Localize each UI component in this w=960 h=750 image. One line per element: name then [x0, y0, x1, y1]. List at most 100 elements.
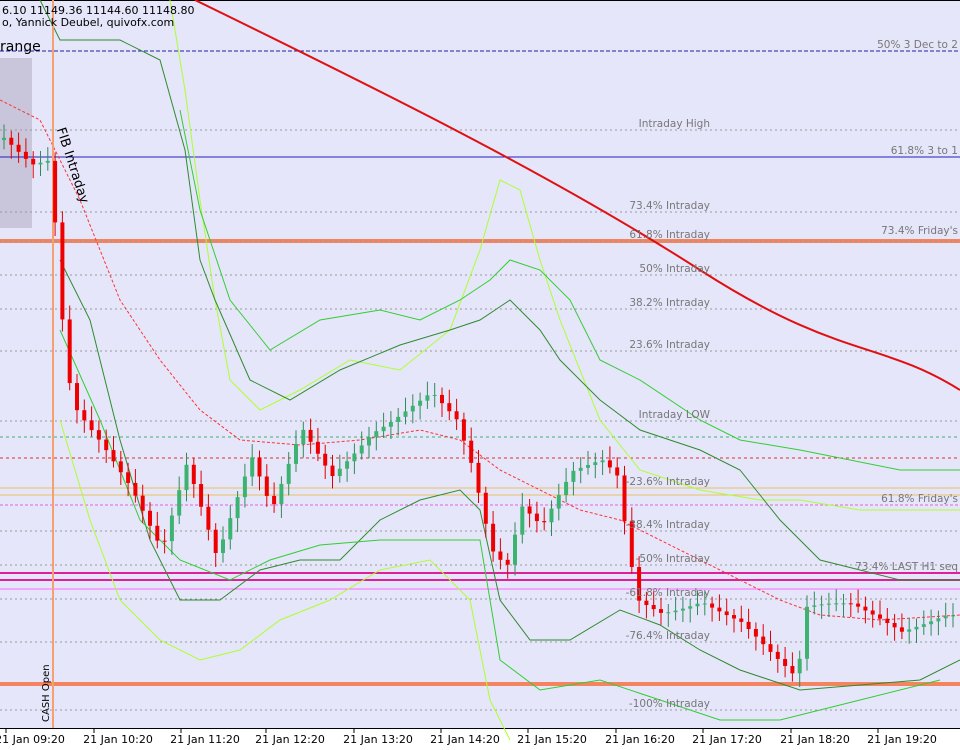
candle-body: [921, 624, 926, 627]
candle-body: [783, 658, 788, 667]
candle-body: [651, 605, 656, 610]
candle-body: [235, 497, 240, 519]
candle-body: [221, 539, 225, 553]
level-label: -61.8% Intraday: [626, 587, 710, 599]
candles: [2, 124, 955, 688]
candle-body: [111, 450, 116, 462]
mid-band: [59, 329, 941, 721]
candle-body: [425, 395, 430, 401]
candle-body: [951, 615, 955, 617]
header-prices: 6.10 11149.36 11144.60 11148.80: [2, 4, 194, 17]
outer-band: [59, 419, 511, 741]
upper-band: [39, 0, 960, 581]
candle-body: [199, 484, 204, 507]
moving-average: [0, 99, 960, 621]
level-label: -23.6% Intraday: [626, 476, 710, 488]
candle-body: [9, 137, 14, 145]
candle-body: [870, 610, 875, 615]
candle-body: [936, 618, 941, 622]
long-average: [194, 0, 960, 391]
candle-body: [440, 394, 444, 404]
candle-body: [491, 523, 496, 552]
candle-body: [308, 429, 313, 442]
candle-body: [2, 137, 6, 140]
time-label: 21 Jan 10:20: [83, 733, 153, 746]
time-axis: 21 Jan 09:20 21 Jan 10:20 21 Jan 11:20 21 J…: [0, 728, 937, 746]
candle-body: [520, 506, 525, 535]
candle-body: [45, 160, 50, 163]
candle-body: [666, 612, 671, 614]
level-label: -76.4% Intraday: [626, 630, 710, 642]
level-label: 73.4% LAST H1 seq: [855, 561, 958, 573]
candle-body: [790, 666, 795, 674]
candle-body: [534, 513, 539, 522]
candle-body: [279, 483, 284, 505]
candle-body: [469, 440, 474, 463]
candle-body: [396, 416, 401, 422]
time-label: 21 Jan 09:20: [0, 733, 65, 746]
candle-body: [892, 622, 897, 628]
candle-body: [586, 464, 590, 468]
level-label: 61.8% Intraday: [629, 229, 710, 241]
candle-body: [637, 566, 642, 601]
candle-body: [929, 621, 934, 625]
level-lines: [0, 50, 960, 711]
candle-body: [96, 430, 101, 440]
candle-body: [367, 437, 371, 446]
candle-body: [118, 461, 123, 473]
level-label: 50% Intraday: [639, 263, 710, 275]
candle-body: [768, 644, 773, 652]
candle-body: [345, 461, 350, 469]
candle-body: [140, 495, 145, 511]
lower-band: [59, 259, 960, 691]
candle-body: [264, 476, 269, 496]
candle-body: [812, 605, 817, 607]
level-label: 61.8% Friday's: [881, 493, 958, 505]
candle-body: [323, 453, 328, 466]
time-label: 21 Jan 11:20: [170, 733, 240, 746]
plot-background: [0, 0, 960, 728]
candle-body: [432, 394, 437, 396]
candle-body: [461, 419, 466, 441]
candle-body: [622, 475, 627, 522]
candle-body: [133, 482, 138, 496]
candle-body: [454, 411, 459, 420]
time-label: 21 Jan 14:20: [430, 733, 500, 746]
candle-body: [710, 603, 715, 608]
candle-body: [53, 160, 58, 223]
candle-body: [257, 457, 262, 477]
level-label: Intraday High: [639, 118, 710, 130]
candle-body: [863, 606, 868, 611]
candle-body: [148, 510, 152, 526]
candle-body: [899, 627, 904, 632]
candle-body: [673, 610, 678, 613]
candle-body: [644, 600, 649, 606]
candle-body: [104, 439, 109, 451]
candle-body: [505, 559, 510, 565]
candle-body: [286, 463, 291, 484]
time-label: 21 Jan 16:20: [605, 733, 675, 746]
candle-body: [732, 615, 736, 619]
candle-body: [615, 467, 620, 476]
candle-body: [206, 506, 211, 530]
candle-body: [476, 462, 481, 493]
candle-body: [403, 411, 408, 417]
candle-body: [826, 603, 831, 605]
candle-body: [856, 603, 861, 607]
level-label: 23.6% Intraday: [629, 339, 710, 351]
candle-body: [126, 472, 131, 483]
candle-body: [337, 468, 342, 477]
candle-body: [60, 222, 65, 320]
candle-body: [805, 606, 809, 659]
header-author: o, Yannick Deubel, quivofx.com: [2, 16, 174, 29]
candle-body: [177, 490, 182, 516]
candle-body: [878, 614, 882, 619]
candle-body: [410, 405, 415, 412]
level-label: 73.4% Intraday: [629, 200, 710, 212]
candle-body: [184, 464, 189, 491]
candle-body: [702, 603, 707, 605]
candle-body: [739, 618, 744, 622]
